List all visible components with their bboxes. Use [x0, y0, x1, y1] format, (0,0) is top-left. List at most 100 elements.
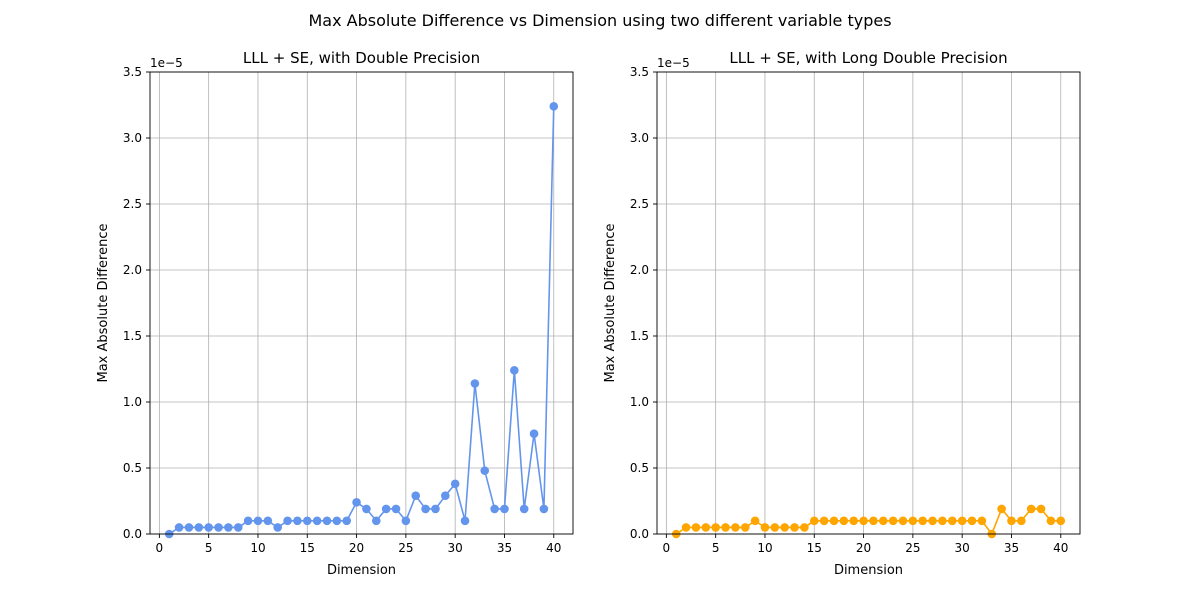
x-tick-label: 5 — [205, 541, 213, 555]
data-point — [431, 504, 440, 514]
y-tick-label: 2.5 — [630, 197, 649, 211]
data-point — [214, 523, 223, 532]
data-point — [829, 516, 839, 526]
y-tick-label: 2.0 — [630, 263, 649, 277]
data-point — [1046, 516, 1056, 526]
data-point — [849, 516, 859, 526]
data-point — [283, 516, 292, 526]
data-point — [819, 516, 829, 526]
data-point — [243, 516, 253, 526]
data-point — [721, 523, 730, 532]
data-point — [263, 516, 273, 526]
x-tick-label: 0 — [156, 541, 164, 555]
data-point — [1026, 504, 1036, 514]
data-point — [342, 516, 352, 526]
data-point — [500, 504, 509, 514]
x-axis-label: Dimension — [834, 563, 903, 578]
data-point — [869, 516, 878, 526]
data-point — [888, 516, 898, 526]
y-tick-label: 3.5 — [123, 65, 142, 79]
data-point — [760, 523, 770, 532]
data-point — [519, 504, 529, 514]
y-offset-label: 1e−5 — [150, 56, 183, 70]
data-point — [302, 516, 312, 526]
x-tick-label: 20 — [856, 541, 871, 555]
data-point — [510, 366, 519, 375]
series-line — [168, 106, 555, 535]
y-tick-label: 1.0 — [123, 395, 142, 409]
data-point — [490, 504, 499, 514]
series-line — [675, 507, 1061, 536]
subplot-title: LLL + SE, with Double Precision — [243, 49, 480, 67]
data-point — [997, 504, 1006, 514]
x-tick-label: 0 — [663, 541, 671, 555]
x-tick-label: 40 — [546, 541, 561, 555]
subplot-long-double-precision: 0 5 10 15 20 25 30 35 40 0.0 0.5 1.0 1.5 2.0 2.5 3.0 3.5… — [603, 49, 1081, 578]
data-point — [839, 516, 849, 526]
data-point — [174, 523, 184, 532]
data-point — [711, 523, 720, 532]
x-tick-label: 15 — [300, 541, 315, 555]
data-point — [967, 516, 977, 526]
y-tick-label: 0.0 — [123, 527, 142, 541]
y-axis-label: Max Absolute Difference — [96, 224, 111, 383]
y-tick-label: 2.5 — [123, 197, 142, 211]
data-point — [421, 504, 430, 514]
data-point — [253, 516, 263, 526]
data-point — [381, 504, 391, 514]
axes-frame — [149, 71, 574, 535]
data-point — [1007, 516, 1016, 526]
data-point — [312, 516, 322, 526]
data-point — [1017, 516, 1026, 526]
x-tick-label: 30 — [448, 541, 463, 555]
data-point — [898, 516, 908, 526]
data-point — [770, 523, 780, 532]
data-point — [470, 379, 480, 388]
y-axis-label: Max Absolute Difference — [603, 224, 618, 383]
data-point — [908, 516, 918, 526]
data-point — [273, 523, 282, 532]
data-point — [701, 523, 711, 532]
data-point — [352, 498, 361, 507]
data-point — [322, 516, 332, 526]
y-tick-label: 3.0 — [630, 131, 649, 145]
data-point — [878, 516, 888, 526]
data-point — [1056, 516, 1066, 526]
data-point — [681, 523, 691, 532]
y-tick-label: 3.5 — [630, 65, 649, 79]
x-tick-label: 5 — [712, 541, 720, 555]
subplot-title: LLL + SE, with Long Double Precision — [729, 49, 1007, 67]
data-point — [1036, 504, 1046, 514]
x-tick-label: 40 — [1053, 541, 1068, 555]
data-point — [450, 479, 460, 489]
x-axis-label: Dimension — [327, 563, 396, 578]
data-point — [750, 516, 760, 526]
data-point — [731, 523, 740, 532]
data-point — [957, 516, 967, 526]
data-point — [441, 491, 450, 501]
data-point — [371, 516, 381, 526]
data-point — [204, 523, 213, 532]
axes-frame — [656, 71, 1081, 535]
data-point — [691, 523, 701, 532]
x-tick-label: 20 — [349, 541, 364, 555]
x-tick-label: 10 — [757, 541, 772, 555]
data-point — [411, 491, 421, 501]
data-point — [529, 429, 539, 438]
subplot-double-precision: 0 5 10 15 20 25 30 35 40 0.0 0.5 1.0 1.5 2.0 2.5 3.0 3.5… — [96, 49, 574, 578]
data-point — [362, 504, 371, 514]
y-tick-label: 1.5 — [630, 329, 649, 343]
data-point — [740, 523, 750, 532]
y-offset-label: 1e−5 — [657, 56, 690, 70]
data-point — [460, 516, 470, 526]
data-point — [332, 516, 342, 526]
data-point — [790, 523, 799, 532]
y-tick-label: 0.5 — [123, 461, 142, 475]
data-point — [194, 523, 204, 532]
y-tick-label: 0.0 — [630, 527, 649, 541]
data-point — [391, 504, 401, 514]
data-point — [928, 516, 937, 526]
x-tick-label: 25 — [398, 541, 413, 555]
